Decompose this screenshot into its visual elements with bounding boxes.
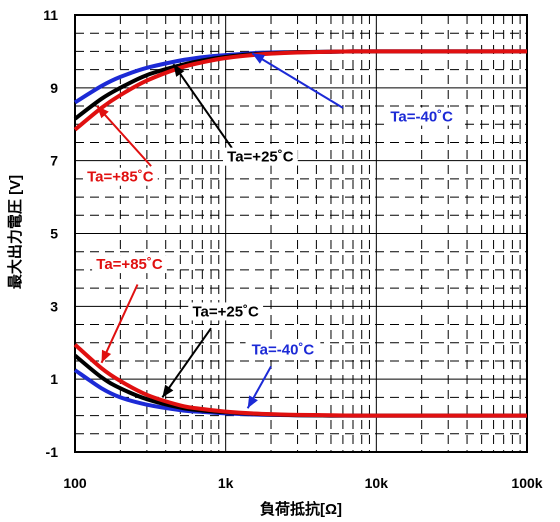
x-tick-label: 100 [63, 475, 87, 491]
annotation-arrow [172, 63, 233, 149]
annotation-label: Ta=+25˚C [227, 149, 294, 166]
annotation-label: Ta=+85˚C [87, 169, 154, 186]
x-tick-label: 10k [365, 475, 389, 491]
plot-frame [74, 14, 528, 453]
y-axis-label: 最大出力電圧 [V] [6, 175, 24, 289]
annotation-label-bg [245, 340, 321, 359]
annotation-arrowhead [252, 53, 266, 64]
annotation-label-bg [82, 167, 158, 186]
x-tick-label: 1k [218, 475, 234, 491]
annotation-label-bg [188, 302, 264, 321]
annotation-label-bg [222, 147, 298, 166]
y-tick-label: 5 [50, 226, 58, 242]
series-line-low [73, 353, 527, 418]
grid [75, 15, 527, 452]
annotation-label: Ta=-40˚C [390, 109, 453, 126]
annotation-arrow [100, 284, 139, 364]
annotation-arrow [251, 52, 344, 109]
y-tick-label: 1 [50, 371, 58, 387]
annotation-label: Ta=+25˚C [192, 303, 259, 320]
annotation-label-bg [92, 255, 167, 274]
x-tick-label: 100k [511, 475, 542, 491]
y-tick-label: 9 [50, 80, 58, 96]
annotations: Ta=-40˚C Ta=+25˚C Ta=+85˚C Ta=+85˚C Ta=+25˚C… [82, 52, 460, 409]
y-tick-label: 3 [50, 298, 58, 314]
y-tick-label: 7 [50, 153, 58, 169]
annotation-arrowhead [97, 106, 109, 119]
annotation-arrowhead [101, 349, 112, 363]
y-tick-label: 11 [43, 7, 58, 23]
y-tick-label: -1 [46, 444, 59, 460]
annotation-arrowhead [162, 384, 174, 398]
series-line-low [73, 343, 527, 418]
annotation-arrowhead [173, 64, 185, 77]
series-line-high [73, 49, 527, 121]
annotation-label-bg [384, 107, 460, 126]
series-layer [73, 49, 527, 418]
annotation-label: Ta=-40˚C [252, 342, 315, 359]
annotation-label: Ta=+85˚C [96, 256, 163, 273]
annotation-arrow [96, 105, 152, 167]
annotation-arrowhead [247, 395, 258, 409]
x-axis-label: 負荷抵抗[Ω] [260, 500, 342, 518]
tick-labels: 100 1k 10k 100k -1 1 3 5 7 9 11 [43, 7, 543, 491]
annotation-arrow [161, 327, 212, 398]
series-line-high [73, 49, 527, 132]
